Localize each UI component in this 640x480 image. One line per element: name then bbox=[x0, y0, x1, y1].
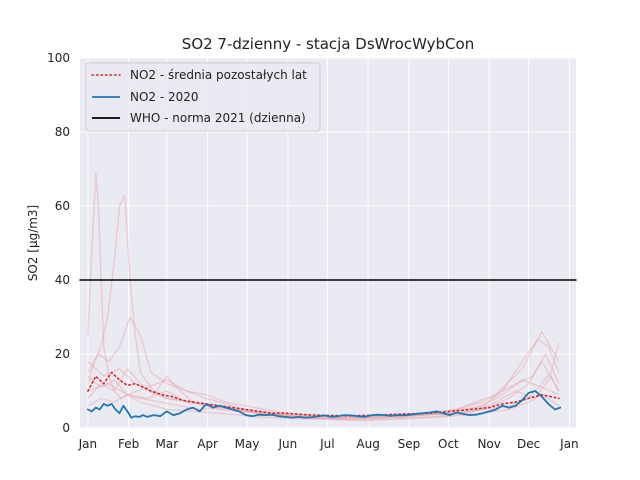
year-2020-line bbox=[87, 390, 562, 419]
legend-label-who: WHO - norma 2021 (dzienna) bbox=[130, 111, 306, 125]
y-tick-label: 20 bbox=[55, 347, 70, 361]
x-tick-label: Jan bbox=[78, 437, 98, 451]
y-axis: 0 20 40 60 80 100 bbox=[47, 51, 70, 435]
x-tick-label: Nov bbox=[477, 437, 500, 451]
x-tick-label: Mar bbox=[156, 437, 179, 451]
other-year-line bbox=[87, 393, 560, 422]
other-year-line bbox=[87, 330, 560, 418]
other-year-line bbox=[87, 315, 560, 419]
other-year-line bbox=[87, 172, 560, 420]
x-tick-label: May bbox=[235, 437, 260, 451]
legend: NO2 - średnia pozostałych lat NO2 - 2020… bbox=[85, 62, 321, 132]
y-axis-label: SO2 [µg/m3] bbox=[26, 205, 40, 282]
y-tick-label: 60 bbox=[55, 199, 70, 213]
x-tick-label: Aug bbox=[356, 437, 379, 451]
other-year-line bbox=[87, 379, 560, 419]
y-tick-label: 80 bbox=[55, 125, 70, 139]
series-lines bbox=[79, 279, 577, 419]
y-tick-label: 100 bbox=[47, 51, 70, 65]
x-tick-label: Sep bbox=[398, 437, 421, 451]
legend-label-mean: NO2 - średnia pozostałych lat bbox=[130, 68, 307, 82]
x-tick-label: Feb bbox=[118, 437, 139, 451]
x-tick-label: Jan bbox=[559, 437, 579, 451]
mean-other-years-line bbox=[87, 371, 560, 417]
legend-label-2020: NO2 - 2020 bbox=[130, 90, 199, 104]
x-tick-label: Jun bbox=[277, 437, 297, 451]
y-tick-label: 40 bbox=[55, 273, 70, 287]
x-tick-label: Apr bbox=[197, 437, 218, 451]
y-tick-label: 0 bbox=[62, 421, 70, 435]
x-tick-label: Dec bbox=[517, 437, 540, 451]
x-tick-label: Jul bbox=[319, 437, 334, 451]
chart-title: SO2 7-dzienny - stacja DsWrocWybCon bbox=[182, 35, 474, 53]
x-tick-label: Oct bbox=[438, 437, 459, 451]
legend-box bbox=[85, 62, 321, 132]
x-axis: Jan Feb Mar Apr May Jun Jul Aug Sep Oct Nov Dec Jan bbox=[78, 437, 579, 451]
